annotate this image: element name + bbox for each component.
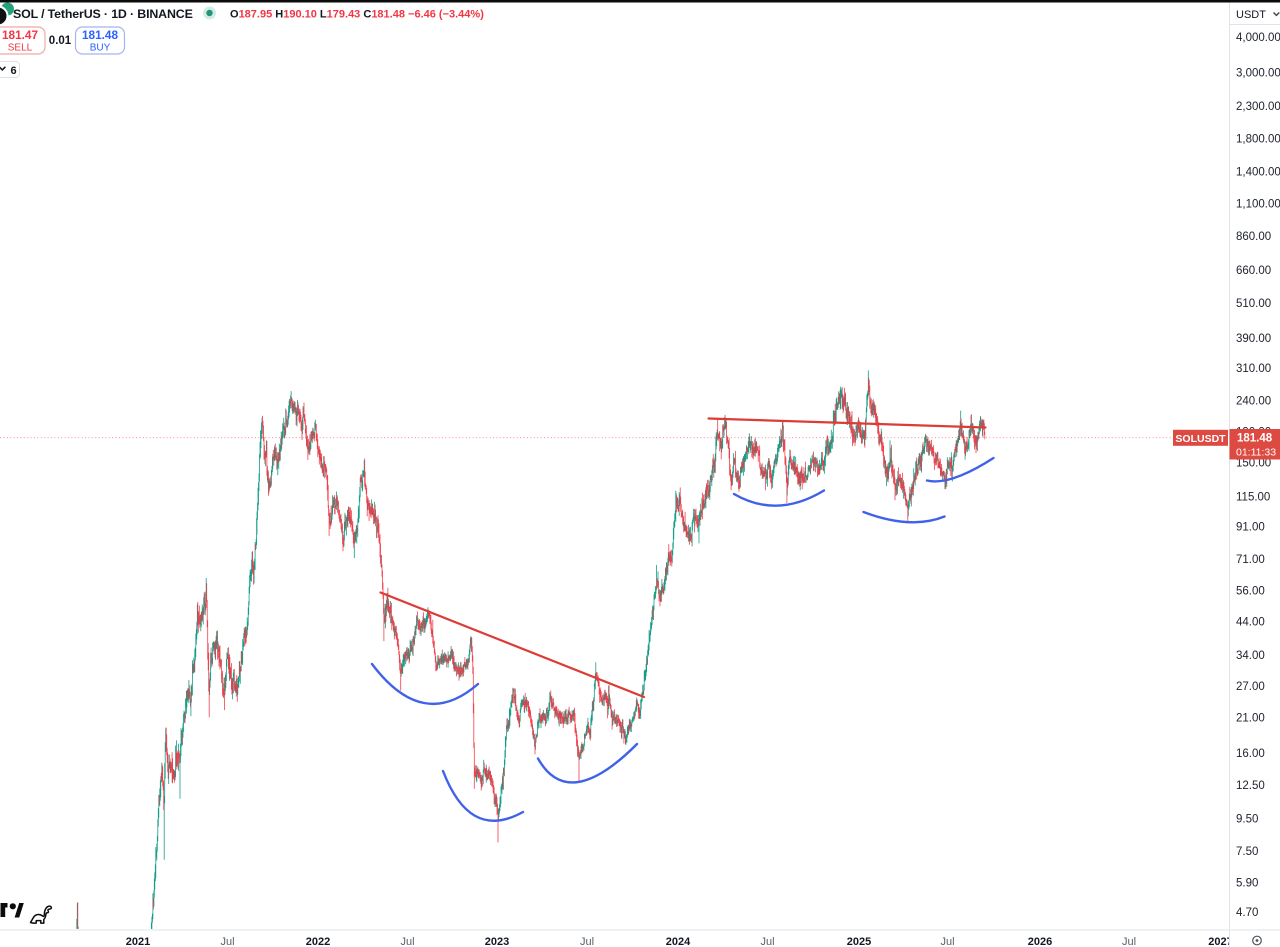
svg-text:SOLUSDT: SOLUSDT — [1175, 433, 1226, 445]
svg-text:310.00: 310.00 — [1236, 363, 1271, 375]
svg-text:860.00: 860.00 — [1236, 231, 1271, 243]
svg-text:16.00: 16.00 — [1236, 748, 1265, 760]
svg-text:12.50: 12.50 — [1236, 780, 1265, 792]
svg-text:SOL / TetherUS · 1D · BINANCE: SOL / TetherUS · 1D · BINANCE — [13, 7, 193, 21]
svg-text:SELL: SELL — [8, 43, 33, 54]
svg-text:181.48: 181.48 — [82, 28, 119, 42]
svg-text:21.00: 21.00 — [1236, 713, 1265, 725]
svg-text:1,800.00: 1,800.00 — [1236, 134, 1280, 146]
svg-text:91.00: 91.00 — [1236, 522, 1265, 534]
svg-text:2024: 2024 — [666, 936, 691, 947]
svg-text:5.90: 5.90 — [1236, 878, 1258, 890]
svg-text:150.00: 150.00 — [1236, 458, 1271, 470]
svg-text:56.00: 56.00 — [1236, 586, 1265, 598]
svg-text:115.00: 115.00 — [1236, 492, 1270, 504]
svg-text:2021: 2021 — [126, 936, 150, 947]
svg-text:2,300.00: 2,300.00 — [1236, 101, 1280, 113]
svg-text:71.00: 71.00 — [1236, 554, 1265, 566]
svg-text:6: 6 — [10, 65, 16, 77]
svg-text:Jul: Jul — [940, 936, 954, 947]
svg-text:240.00: 240.00 — [1236, 396, 1271, 408]
svg-text:01:11:33: 01:11:33 — [1236, 447, 1276, 459]
svg-text:181.48: 181.48 — [1237, 433, 1273, 445]
svg-text:Jul: Jul — [220, 936, 234, 947]
svg-text:2023: 2023 — [485, 936, 509, 947]
svg-text:1,100.00: 1,100.00 — [1236, 199, 1280, 211]
svg-text:390.00: 390.00 — [1236, 333, 1271, 345]
svg-text:4,000.00: 4,000.00 — [1236, 32, 1280, 44]
svg-text:Jul: Jul — [400, 936, 414, 947]
svg-text:9.50: 9.50 — [1236, 814, 1258, 826]
svg-text:2025: 2025 — [847, 936, 871, 947]
svg-text:4.70: 4.70 — [1236, 907, 1258, 919]
svg-text:27.00: 27.00 — [1236, 681, 1265, 693]
svg-text:44.00: 44.00 — [1236, 617, 1265, 629]
svg-text:2027: 2027 — [1208, 936, 1232, 947]
svg-text:USDT: USDT — [1236, 9, 1266, 21]
svg-text:7.50: 7.50 — [1236, 846, 1258, 858]
svg-text:510.00: 510.00 — [1236, 298, 1271, 310]
svg-text:3,000.00: 3,000.00 — [1236, 68, 1280, 80]
svg-text:181.47: 181.47 — [2, 28, 39, 42]
svg-text:2022: 2022 — [306, 936, 330, 947]
svg-text:Jul: Jul — [760, 936, 774, 947]
svg-text:660.00: 660.00 — [1236, 265, 1271, 277]
svg-text:2026: 2026 — [1028, 936, 1052, 947]
svg-text:0.01: 0.01 — [49, 35, 72, 47]
svg-text:34.00: 34.00 — [1236, 650, 1265, 662]
svg-text:BUY: BUY — [90, 43, 111, 54]
svg-text:O187.95 H190.10 L179.43 C181.4: O187.95 H190.10 L179.43 C181.48 −6.46 (−… — [230, 9, 484, 21]
svg-text:1,400.00: 1,400.00 — [1236, 167, 1280, 179]
svg-text:Jul: Jul — [580, 936, 594, 947]
svg-text:Jul: Jul — [1122, 936, 1136, 947]
